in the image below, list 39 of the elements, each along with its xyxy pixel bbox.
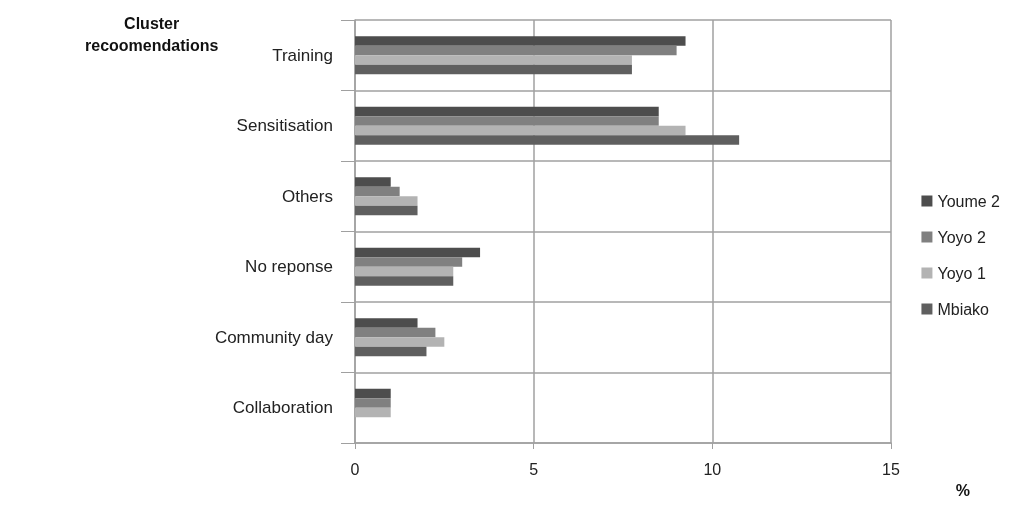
bar	[355, 135, 740, 145]
bar	[355, 186, 400, 197]
x-tick-label: 5	[529, 460, 539, 478]
legend-label: Yoyo 1	[937, 264, 986, 282]
bar	[355, 205, 418, 216]
bar	[355, 346, 427, 357]
bar	[355, 64, 632, 75]
bar	[355, 116, 659, 126]
bar	[355, 257, 463, 267]
y-tick-label: Others	[281, 186, 333, 206]
bar	[355, 407, 391, 418]
legend-label: Youme 2	[937, 192, 1001, 210]
bar	[355, 125, 686, 136]
x-axis-title: %	[955, 481, 971, 499]
y-tick-label: Community day	[214, 327, 334, 347]
x-tick-label: 0	[350, 460, 360, 478]
y-tick-label: No reponse	[245, 257, 333, 277]
bar	[355, 45, 677, 56]
bar	[355, 55, 632, 65]
legend-label: Mbiako	[937, 300, 990, 318]
bar	[355, 247, 481, 258]
bar	[355, 388, 391, 399]
x-tick-label: 10	[703, 460, 722, 478]
y-tick-label: Training	[272, 45, 333, 65]
legend-label: Yoyo 2	[937, 228, 986, 246]
bar	[355, 106, 659, 117]
bar	[355, 318, 418, 328]
bar	[355, 196, 418, 206]
bar	[355, 36, 686, 46]
bar	[355, 276, 454, 286]
bar	[355, 337, 445, 347]
y-axis-title: Cluster recoomendations	[85, 14, 219, 54]
y-tick-label: Sensitisation	[236, 116, 333, 136]
bar	[355, 327, 436, 338]
y-tick-label: Collaboration	[232, 398, 333, 418]
bar	[355, 266, 454, 277]
bar	[355, 177, 391, 187]
x-tick-label: 15	[882, 460, 900, 478]
bar	[355, 398, 391, 408]
